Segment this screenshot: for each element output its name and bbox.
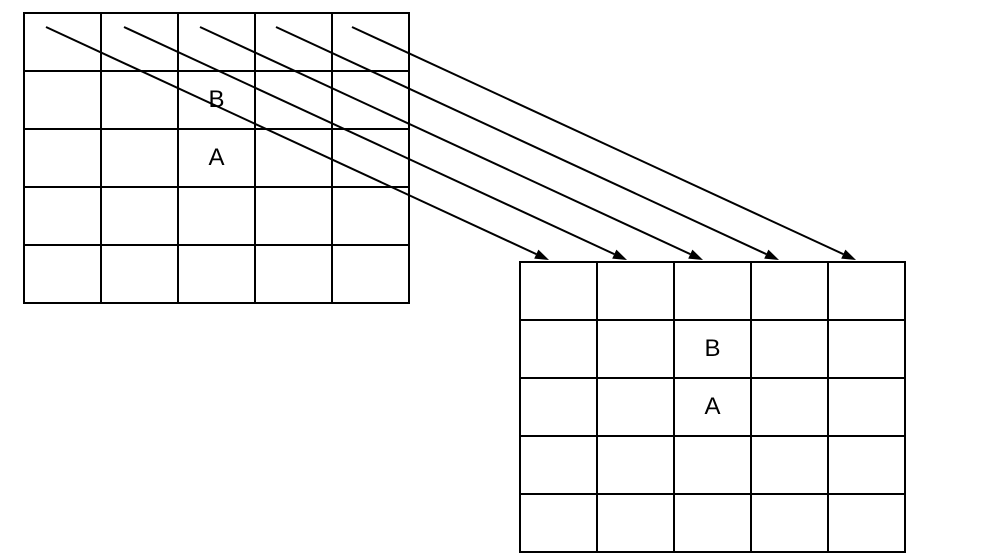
grid-cell xyxy=(597,320,674,378)
grid-cell xyxy=(332,71,409,129)
grid-cell xyxy=(828,436,905,494)
grid-cell xyxy=(101,187,178,245)
grid-cell xyxy=(828,378,905,436)
grid-cell xyxy=(24,129,101,187)
grid-cell xyxy=(24,13,101,71)
grid-cell xyxy=(751,436,828,494)
cell-label-a: A xyxy=(704,393,720,421)
grid-cell xyxy=(332,187,409,245)
grid-cell xyxy=(520,494,597,552)
cell-label-b: B xyxy=(704,335,720,363)
grid-left: B A xyxy=(23,12,410,304)
arrow-head-icon xyxy=(612,250,627,260)
grid-cell xyxy=(178,13,255,71)
grid-cell xyxy=(597,436,674,494)
grid-cell: B xyxy=(178,71,255,129)
grid-row xyxy=(24,245,409,303)
arrow-head-icon xyxy=(534,250,549,260)
grid-cell xyxy=(674,262,751,320)
grid-row xyxy=(520,494,905,552)
grid-row xyxy=(520,436,905,494)
grid-row: A xyxy=(520,378,905,436)
grid-cell xyxy=(332,13,409,71)
grid-cell xyxy=(520,262,597,320)
grid-cell xyxy=(24,71,101,129)
grid-cell xyxy=(255,13,332,71)
grid-cell xyxy=(178,187,255,245)
grid-cell xyxy=(674,436,751,494)
grid-cell xyxy=(828,262,905,320)
grid-cell xyxy=(751,262,828,320)
grid-cell xyxy=(24,187,101,245)
grid-cell xyxy=(255,187,332,245)
arrow-line xyxy=(352,27,843,254)
grid-cell xyxy=(255,129,332,187)
grid-row xyxy=(24,13,409,71)
cell-label-a: A xyxy=(208,144,224,172)
grid-cell xyxy=(101,129,178,187)
grid-cell xyxy=(520,378,597,436)
grid-cell xyxy=(255,245,332,303)
grid-row: B xyxy=(520,320,905,378)
grid-row xyxy=(520,262,905,320)
arrow-head-icon xyxy=(764,250,779,260)
grid-cell xyxy=(751,320,828,378)
grid-cell xyxy=(674,494,751,552)
grid-row: A xyxy=(24,129,409,187)
grid-cell xyxy=(597,378,674,436)
grid-cell xyxy=(101,71,178,129)
grid-cell xyxy=(597,262,674,320)
grid-cell: B xyxy=(674,320,751,378)
grid-cell xyxy=(332,129,409,187)
diagram-stage: B A xyxy=(0,0,1000,556)
grid-cell xyxy=(828,494,905,552)
grid-cell xyxy=(178,245,255,303)
grid-cell xyxy=(101,245,178,303)
grid-cell xyxy=(520,320,597,378)
grid-cell xyxy=(101,13,178,71)
grid-right: B A xyxy=(519,261,906,553)
grid-row xyxy=(24,187,409,245)
arrow-head-icon xyxy=(841,250,856,260)
arrow-head-icon xyxy=(688,250,703,260)
grid-cell xyxy=(332,245,409,303)
grid-cell xyxy=(828,320,905,378)
grid-cell xyxy=(520,436,597,494)
grid-cell xyxy=(255,71,332,129)
grid-cell: A xyxy=(674,378,751,436)
grid-row: B xyxy=(24,71,409,129)
grid-cell xyxy=(751,378,828,436)
grid-cell: A xyxy=(178,129,255,187)
grid-cell xyxy=(751,494,828,552)
grid-cell xyxy=(24,245,101,303)
cell-label-b: B xyxy=(208,86,224,114)
grid-cell xyxy=(597,494,674,552)
